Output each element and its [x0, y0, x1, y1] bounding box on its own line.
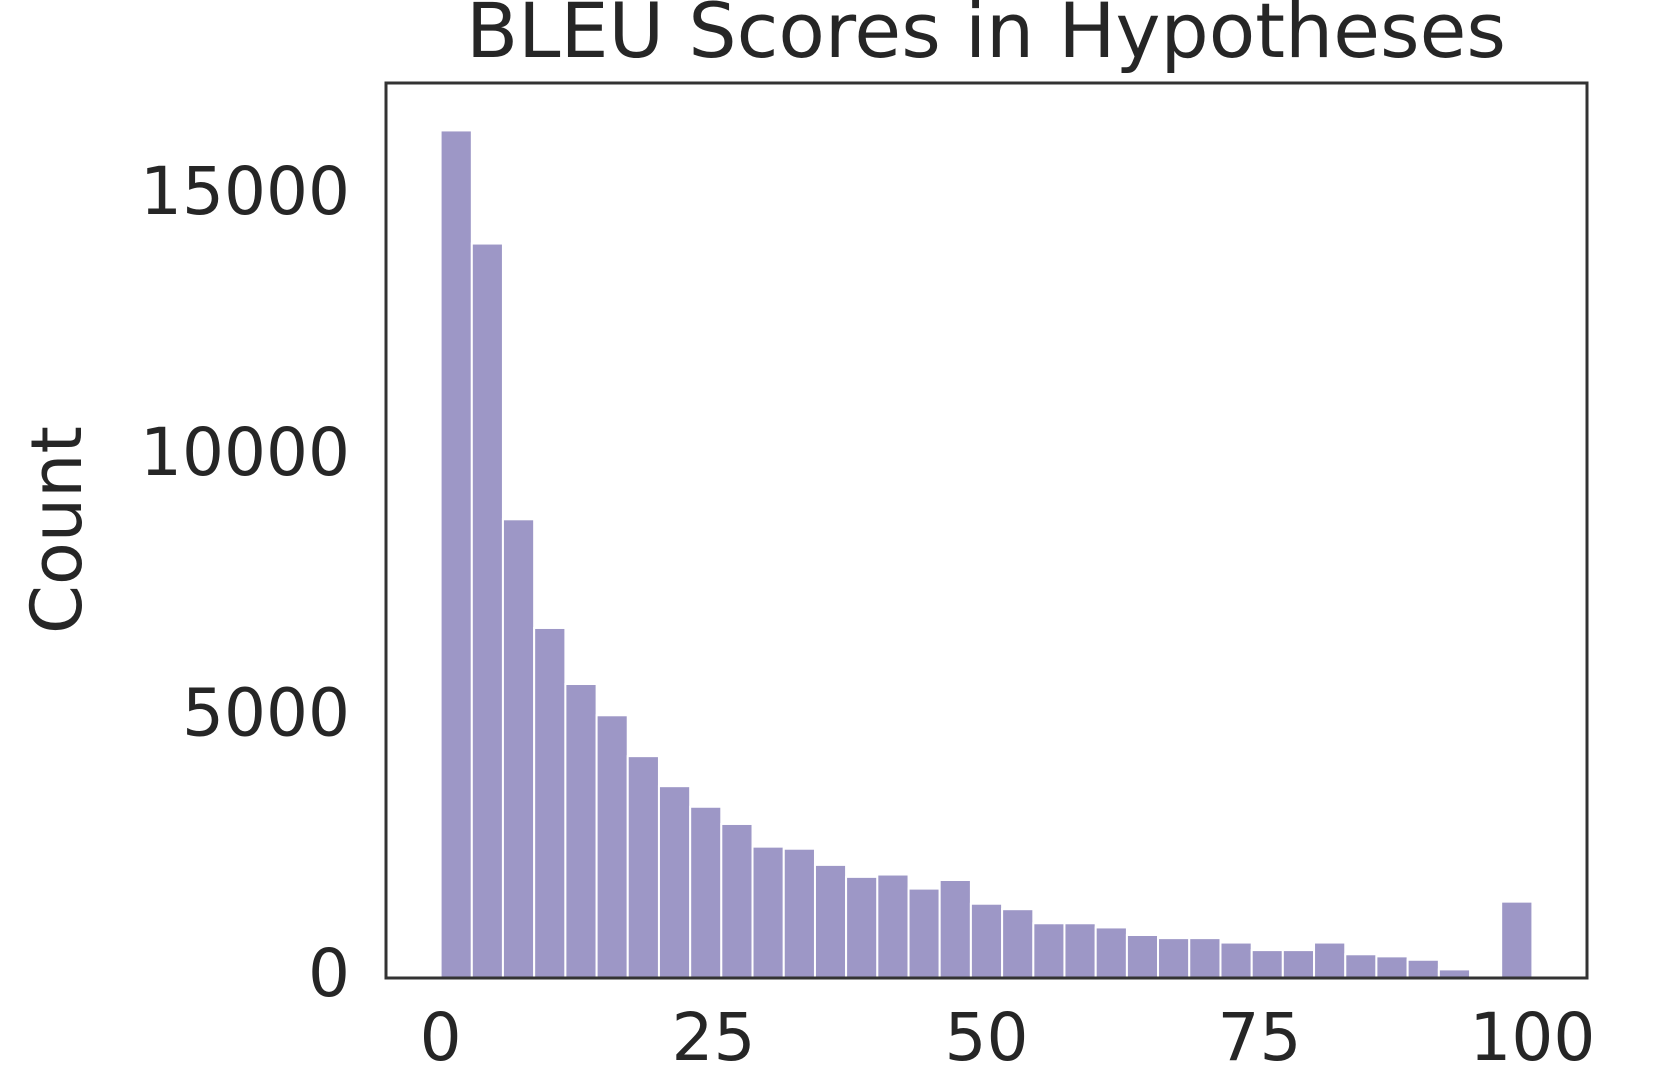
bar	[1281, 949, 1316, 979]
x-tick-label: 100	[1469, 999, 1595, 1076]
bar	[439, 129, 473, 979]
bar	[564, 683, 598, 979]
bar	[1001, 908, 1035, 980]
bar	[1219, 941, 1253, 979]
y-tick-label: 15000	[140, 153, 350, 230]
bar	[1500, 900, 1534, 979]
bar	[813, 863, 848, 980]
x-tick-label: 25	[672, 999, 756, 1076]
x-tick-label: 75	[1217, 999, 1301, 1076]
bar	[501, 518, 536, 980]
chart-title: BLEU Scores in Hypotheses	[466, 0, 1506, 75]
bar	[1375, 955, 1409, 980]
bar	[1094, 926, 1128, 980]
bar	[533, 626, 567, 979]
bar	[470, 242, 504, 979]
bar	[595, 714, 629, 979]
bar	[1406, 958, 1440, 980]
x-tick-label: 50	[945, 999, 1029, 1076]
y-tick-label: 5000	[182, 674, 350, 751]
bar	[1032, 922, 1066, 979]
bar	[751, 845, 785, 980]
y-axis-label: Count	[16, 426, 98, 634]
bar	[876, 873, 910, 979]
bar	[1063, 922, 1097, 979]
bar	[782, 847, 816, 980]
bar	[720, 822, 754, 979]
bar	[1313, 941, 1347, 979]
bar	[657, 785, 692, 980]
bar	[1157, 937, 1191, 980]
bar	[907, 887, 941, 979]
y-tick-label: 0	[308, 935, 350, 1012]
bar	[1188, 937, 1222, 980]
plot-frame	[384, 81, 1589, 980]
y-tick-label: 10000	[140, 414, 350, 491]
bar	[1250, 949, 1284, 979]
bar	[1125, 933, 1160, 979]
x-tick-label: 0	[420, 999, 462, 1076]
bar	[626, 755, 660, 979]
bar	[969, 902, 1004, 980]
bar	[845, 875, 879, 980]
bar	[689, 805, 723, 979]
bar	[938, 879, 972, 979]
bar	[1344, 953, 1378, 980]
